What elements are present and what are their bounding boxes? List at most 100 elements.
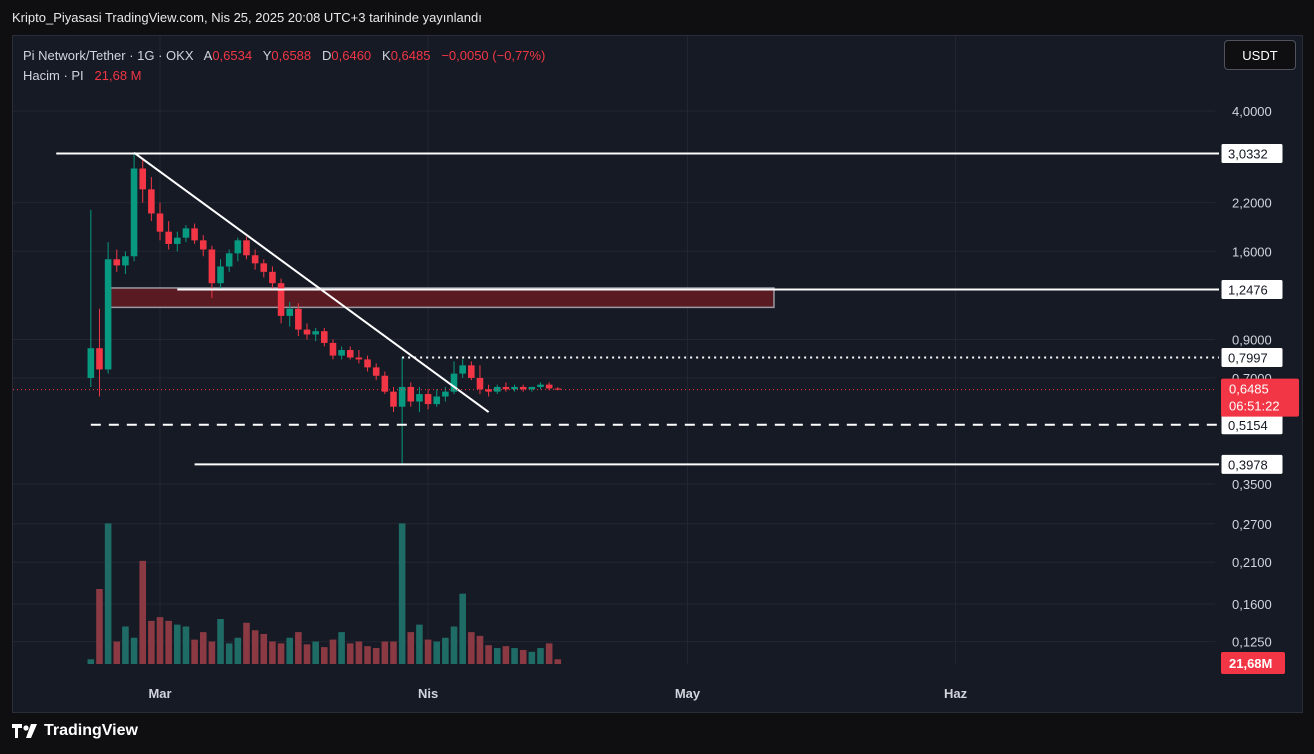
candle-body bbox=[312, 331, 319, 335]
volume-value: 21,68 M bbox=[94, 68, 142, 83]
volume-bar bbox=[130, 637, 138, 664]
candle-body bbox=[364, 359, 371, 368]
brand-label: TradingView bbox=[44, 722, 138, 739]
level-tag-label: 1,2476 bbox=[1228, 282, 1268, 297]
y-tick-label: 0,2100 bbox=[1232, 555, 1272, 570]
x-tick-label: May bbox=[675, 686, 701, 701]
candle-body bbox=[113, 259, 121, 266]
level-tag bbox=[1220, 347, 1284, 369]
x-tick-label: Nis bbox=[418, 686, 438, 701]
candle-body bbox=[537, 384, 544, 387]
candle-body bbox=[104, 259, 112, 370]
candle-body bbox=[476, 377, 484, 390]
x-tick-label: Mar bbox=[148, 686, 171, 701]
tradingview-brand[interactable]: TradingView bbox=[12, 722, 138, 740]
volume-bar bbox=[104, 523, 112, 664]
close-label: K bbox=[382, 48, 391, 63]
candle-body bbox=[329, 342, 337, 356]
volume-bar bbox=[468, 632, 475, 664]
volume-bar bbox=[148, 620, 155, 664]
volume-bar bbox=[260, 634, 268, 664]
candle-body bbox=[174, 237, 181, 244]
volume-bar bbox=[295, 632, 302, 664]
candle-body bbox=[234, 240, 242, 254]
volume-tag bbox=[1221, 652, 1285, 674]
volume-bar bbox=[217, 619, 224, 664]
candle-body bbox=[277, 283, 285, 316]
volume-bar bbox=[476, 635, 484, 664]
close-value: 0,6485 bbox=[390, 48, 431, 63]
candle-body bbox=[442, 391, 449, 397]
volume-bar bbox=[338, 632, 345, 664]
candle-body bbox=[485, 389, 492, 392]
candle-body bbox=[251, 255, 259, 264]
price-chart[interactable]: 4,00002,20001,60000,90000,70000,35000,27… bbox=[13, 36, 1302, 712]
volume-bar bbox=[390, 641, 397, 664]
volume-bar bbox=[174, 624, 181, 664]
current-price-tag bbox=[1221, 378, 1299, 417]
candle-body bbox=[199, 240, 207, 250]
volume-bar bbox=[251, 630, 259, 664]
candle-body bbox=[243, 240, 250, 256]
candle-body bbox=[156, 213, 164, 232]
y-tick-label: 1,6000 bbox=[1232, 244, 1272, 259]
volume-bar bbox=[303, 644, 311, 664]
volume-bar bbox=[165, 620, 172, 664]
candle-body bbox=[545, 384, 553, 389]
y-tick-label: 0,9000 bbox=[1232, 332, 1272, 347]
candle-body bbox=[122, 256, 129, 266]
candle-body bbox=[130, 168, 138, 257]
candle-body bbox=[433, 396, 441, 405]
volume-bar bbox=[346, 643, 354, 664]
chart-legend: Pi Network/Tether · 1G · OKX A0,6534 Y0,… bbox=[23, 46, 545, 86]
candle-body bbox=[295, 308, 302, 330]
candle-body bbox=[519, 386, 527, 390]
volume-tag-label: 21,68M bbox=[1229, 656, 1272, 671]
volume-bar bbox=[433, 641, 441, 664]
candle-body bbox=[450, 373, 458, 392]
y-tick-label: 0,1250 bbox=[1232, 635, 1272, 650]
volume-bar bbox=[182, 626, 190, 664]
level-tag-label: 0,7997 bbox=[1228, 351, 1268, 366]
open-label: A bbox=[203, 48, 213, 63]
volume-bar bbox=[407, 632, 415, 664]
volume-label[interactable]: Hacim · PI bbox=[23, 68, 84, 83]
candle-body bbox=[355, 357, 363, 360]
volume-bar bbox=[243, 622, 250, 664]
candle-body bbox=[511, 386, 518, 390]
y-tick-label: 0,3500 bbox=[1232, 477, 1272, 492]
level-tag bbox=[1220, 143, 1284, 165]
symbol-info[interactable]: Pi Network/Tether · 1G · OKX bbox=[23, 48, 194, 63]
volume-bar bbox=[398, 523, 406, 664]
candle-body bbox=[260, 263, 268, 272]
volume-bar bbox=[208, 641, 216, 664]
volume-bar bbox=[450, 626, 458, 664]
volume-bar bbox=[355, 641, 363, 664]
volume-bar bbox=[234, 637, 242, 664]
volume-bar bbox=[459, 593, 466, 664]
supply-zone bbox=[107, 287, 775, 309]
open-value: 0,6534 bbox=[212, 48, 253, 63]
candle-body bbox=[139, 168, 146, 190]
candle-body bbox=[398, 386, 406, 407]
candle-body bbox=[96, 348, 103, 370]
volume-bar bbox=[502, 646, 510, 664]
candle-body bbox=[554, 388, 562, 390]
candle-body bbox=[303, 329, 311, 335]
volume-bar bbox=[364, 646, 371, 664]
volume-bar bbox=[87, 659, 95, 664]
ohlc-line: Pi Network/Tether · 1G · OKX A0,6534 Y0,… bbox=[23, 46, 545, 66]
volume-bar bbox=[156, 617, 164, 664]
volume-bar bbox=[321, 647, 328, 664]
chart-panel[interactable]: 4,0000 2,2000 1,6000 0,9000 0,7000 0,3500 0,27… bbox=[12, 35, 1303, 713]
volume-bar bbox=[424, 639, 432, 664]
volume-bar bbox=[537, 648, 544, 664]
volume-bar bbox=[191, 639, 198, 664]
candle-body bbox=[459, 365, 466, 374]
candle-body bbox=[286, 308, 294, 316]
level-tag-label: 0,3978 bbox=[1228, 457, 1268, 472]
candle-body bbox=[165, 231, 172, 244]
candle-body bbox=[225, 253, 233, 267]
candle-body bbox=[148, 189, 155, 214]
currency-button[interactable]: USDT bbox=[1224, 40, 1296, 70]
